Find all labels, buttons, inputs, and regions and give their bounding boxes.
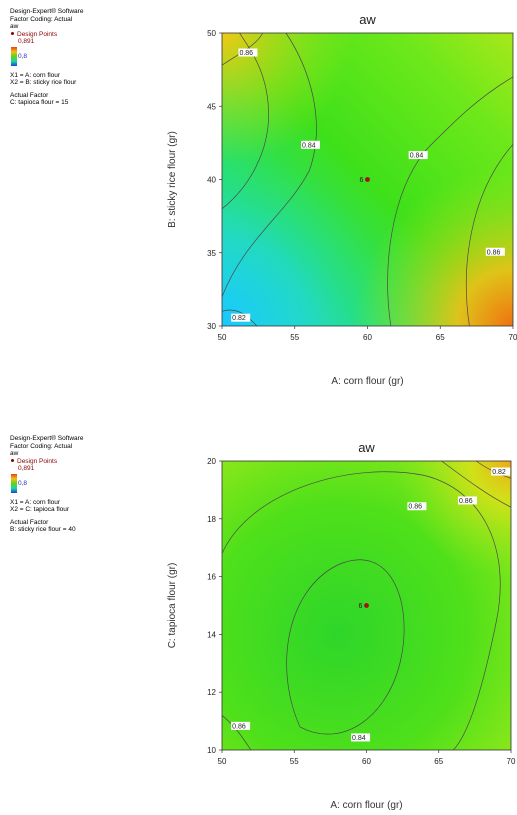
x-tick-label: 50 — [218, 333, 227, 342]
x-axis-label: A: corn flour (gr) — [331, 376, 403, 387]
y-tick-label: 35 — [207, 249, 216, 258]
software-name: Design-Expert® Software — [10, 8, 84, 15]
factor-coding: Factor Coding: Actual — [10, 15, 73, 23]
x-tick-label: 60 — [362, 757, 371, 766]
y-tick-label: 30 — [207, 322, 216, 331]
y-tick-label: 16 — [207, 573, 216, 582]
contour-label: 0.84 — [410, 153, 424, 160]
color-min: 0,8 — [18, 52, 28, 60]
contour-label: 0.86 — [459, 498, 473, 505]
design-point-label: 6 — [359, 603, 363, 610]
contour-label-bg — [231, 313, 251, 322]
x-tick-label: 65 — [436, 333, 445, 342]
y-axis-label: B: sticky rice flour (gr) — [167, 131, 178, 228]
x-axis-label: A: corn flour (gr) — [330, 800, 402, 811]
contour-label: 0.84 — [352, 735, 366, 742]
y-tick-label: 20 — [207, 457, 216, 466]
x1-factor: X1 = A: corn flour — [10, 71, 61, 79]
actual-factor-heading: Actual Factor — [10, 518, 49, 526]
x-tick-label: 70 — [507, 757, 516, 766]
x-tick-label: 55 — [290, 333, 299, 342]
design-point-label: 6 — [360, 177, 364, 184]
contour-label-bg — [351, 733, 371, 742]
design-point-icon — [11, 459, 14, 463]
contour-label: 0.86 — [239, 50, 253, 57]
actual-factor: B: sticky rice flour = 40 — [10, 526, 76, 534]
contour-label-bg — [491, 467, 511, 476]
color-scale-bar — [11, 474, 17, 493]
contour-label: 0.82 — [492, 469, 506, 476]
chart-bottom: 0.82 0.86 0.86 0.84 0.86 6 50 55 60 65 70 10 12 14 16 1… — [167, 440, 516, 811]
design-points-legend: Design Points — [10, 458, 83, 466]
contour-line — [286, 559, 405, 735]
color-max: 0,891 — [18, 38, 35, 46]
y-axis-label: C: tapioca flour (gr) — [167, 563, 178, 649]
y-tick-label: 50 — [207, 29, 216, 38]
contour-label: 0.86 — [408, 504, 422, 511]
color-scale-bar — [11, 47, 17, 66]
software-name: Design-Expert® Software — [10, 435, 84, 442]
actual-factor: C: tapioca flour = 15 — [10, 99, 69, 107]
design-points-legend: Design Points — [10, 31, 83, 39]
chart-title: aw — [358, 440, 375, 455]
contour-line — [221, 32, 317, 297]
response-name: aw — [10, 450, 19, 458]
contour-line — [441, 460, 512, 508]
x-tick-label: 55 — [290, 757, 299, 766]
contour-label-bg — [408, 151, 428, 160]
contour-line — [466, 144, 514, 327]
design-point — [365, 177, 370, 182]
x2-factor: X2 = C: tapioca flour — [10, 506, 70, 514]
chart-title: aw — [359, 12, 376, 27]
contour-label-bg — [457, 496, 477, 505]
contour-label-bg — [301, 140, 321, 149]
contour-label: 0.84 — [302, 142, 316, 149]
x-tick-label: 50 — [218, 757, 227, 766]
x-tick-label: 65 — [434, 757, 443, 766]
y-tick-label: 10 — [207, 746, 216, 755]
color-max: 0,891 — [18, 465, 35, 473]
color-min: 0,8 — [18, 479, 28, 487]
y-tick-label: 40 — [207, 176, 216, 185]
chart-top: 0.86 0.84 0.84 0.86 0.82 6 50 55 60 65 70 30 35 40 45 5… — [167, 12, 517, 387]
y-tick-label: 45 — [207, 102, 216, 111]
panel-top: Design-Expert® Software Factor Coding: A… — [0, 0, 517, 400]
contour-label-bg — [238, 48, 258, 57]
contour-label: 0.82 — [232, 315, 246, 322]
x1-factor: X1 = A: corn flour — [10, 498, 61, 506]
legend-info: Design-Expert® Software Factor Coding: A… — [10, 8, 83, 107]
x-tick-label: 60 — [363, 333, 372, 342]
contour-line — [221, 715, 252, 751]
x-tick-label: 70 — [509, 333, 517, 342]
design-point — [364, 603, 369, 608]
y-tick-label: 18 — [207, 515, 216, 524]
design-point-icon — [11, 32, 14, 36]
x2-factor: X2 = B: sticky rice flour — [10, 79, 77, 87]
contour-label: 0.86 — [232, 723, 246, 730]
legend-info: Design-Expert® Software Factor Coding: A… — [10, 435, 83, 534]
contour-label-bg — [485, 247, 505, 256]
y-tick-label: 12 — [207, 688, 216, 697]
contour-label-bg — [407, 502, 427, 511]
response-name: aw — [10, 23, 19, 31]
contour-label-bg — [231, 721, 251, 730]
factor-coding: Factor Coding: Actual — [10, 442, 73, 450]
contour-label: 0.86 — [487, 249, 501, 256]
panel-bottom: Design-Expert® Software Factor Coding: A… — [0, 0, 517, 533]
actual-factor-heading: Actual Factor — [10, 91, 49, 99]
y-tick-label: 14 — [207, 630, 216, 639]
contour-line — [221, 471, 501, 751]
